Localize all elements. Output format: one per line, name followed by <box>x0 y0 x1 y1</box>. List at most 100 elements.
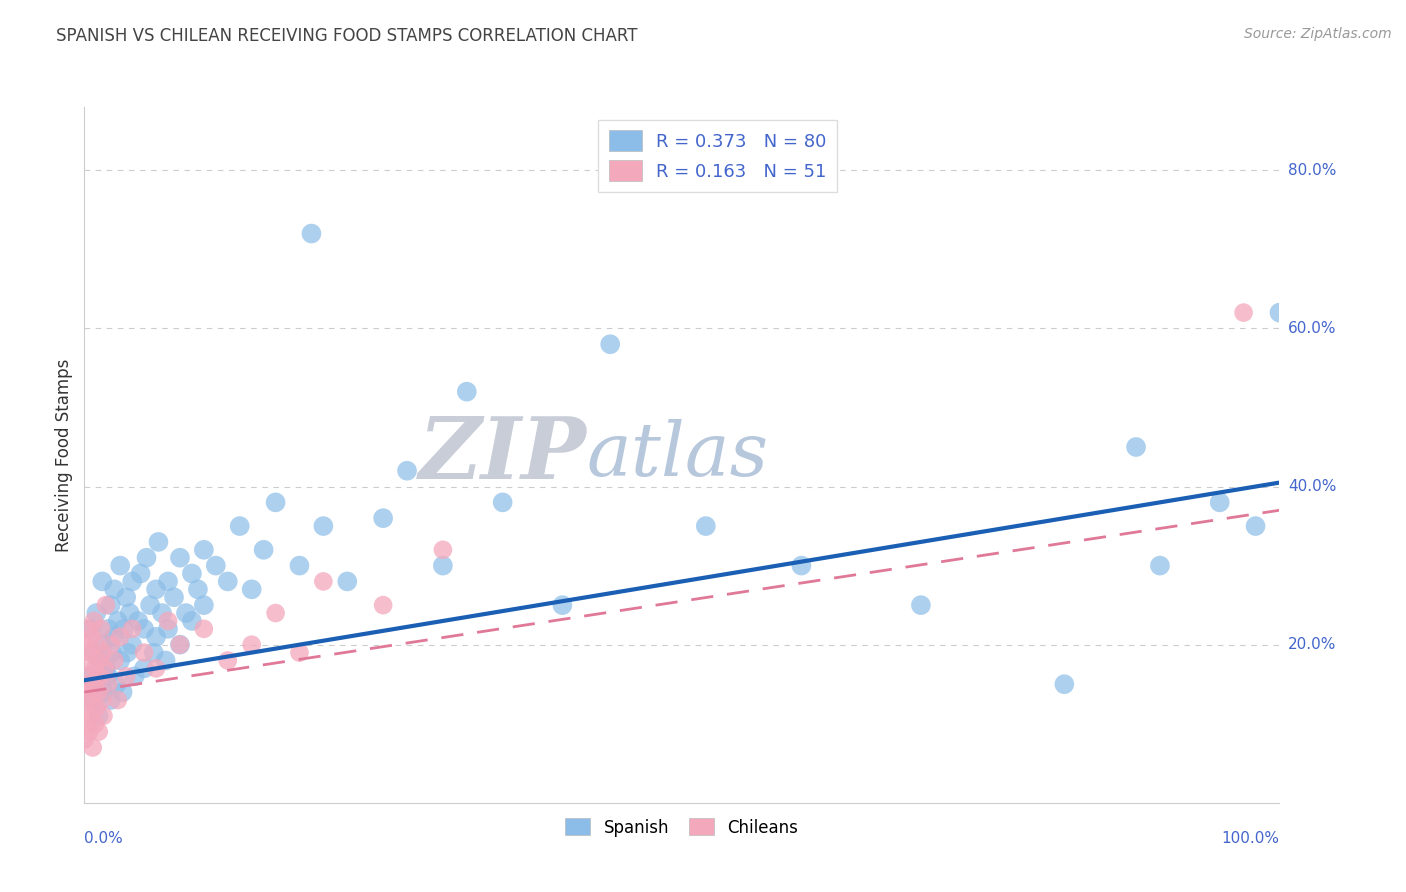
Point <box>103 630 125 644</box>
Point <box>155 653 177 667</box>
Point <box>163 591 186 605</box>
Point <box>77 724 100 739</box>
Point <box>77 669 100 683</box>
Point <box>79 646 101 660</box>
Point <box>73 732 96 747</box>
Point <box>264 606 287 620</box>
Point <box>157 622 180 636</box>
Point <box>132 661 156 675</box>
Point <box>193 622 215 636</box>
Point <box>599 337 621 351</box>
Point <box>169 550 191 565</box>
Point <box>75 638 97 652</box>
Point <box>97 677 120 691</box>
Point <box>217 574 239 589</box>
Point <box>373 598 395 612</box>
Point <box>396 464 419 478</box>
Point <box>84 716 107 731</box>
Point <box>193 542 215 557</box>
Point <box>121 622 143 636</box>
Text: 60.0%: 60.0% <box>1288 321 1336 336</box>
Point <box>124 669 146 683</box>
Point <box>373 511 395 525</box>
Point <box>80 693 103 707</box>
Point <box>150 606 173 620</box>
Point <box>139 598 162 612</box>
Point <box>101 646 124 660</box>
Point <box>77 669 100 683</box>
Point <box>492 495 515 509</box>
Text: 100.0%: 100.0% <box>1222 830 1279 846</box>
Point <box>87 708 110 723</box>
Point <box>336 574 359 589</box>
Point <box>100 638 122 652</box>
Point <box>91 693 114 707</box>
Text: Source: ZipAtlas.com: Source: ZipAtlas.com <box>1244 27 1392 41</box>
Point <box>110 630 132 644</box>
Text: ZIP: ZIP <box>419 413 586 497</box>
Point <box>103 582 125 597</box>
Point <box>97 622 120 636</box>
Point <box>121 638 143 652</box>
Point <box>169 638 191 652</box>
Point <box>79 622 101 636</box>
Point <box>187 582 209 597</box>
Point <box>103 653 125 667</box>
Text: SPANISH VS CHILEAN RECEIVING FOOD STAMPS CORRELATION CHART: SPANISH VS CHILEAN RECEIVING FOOD STAMPS… <box>56 27 638 45</box>
Point <box>100 693 122 707</box>
Point <box>115 591 138 605</box>
Point <box>89 653 111 667</box>
Point <box>1209 495 1232 509</box>
Text: 40.0%: 40.0% <box>1288 479 1336 494</box>
Point <box>86 638 108 652</box>
Point <box>94 661 117 675</box>
Point <box>312 574 335 589</box>
Point <box>132 622 156 636</box>
Point <box>94 598 117 612</box>
Point <box>288 558 311 573</box>
Point <box>80 630 103 644</box>
Point <box>129 566 152 581</box>
Point <box>181 614 204 628</box>
Point <box>91 574 114 589</box>
Point <box>77 685 100 699</box>
Point <box>82 740 104 755</box>
Text: 20.0%: 20.0% <box>1288 637 1336 652</box>
Point <box>86 701 108 715</box>
Point <box>240 582 263 597</box>
Point <box>76 653 98 667</box>
Point <box>117 646 139 660</box>
Point <box>111 685 134 699</box>
Point <box>73 677 96 691</box>
Point <box>145 661 167 675</box>
Point <box>121 574 143 589</box>
Point <box>1149 558 1171 573</box>
Point <box>174 606 197 620</box>
Point <box>288 646 311 660</box>
Text: 80.0%: 80.0% <box>1288 163 1336 178</box>
Point <box>93 661 115 675</box>
Point <box>100 598 122 612</box>
Point <box>1053 677 1076 691</box>
Point <box>145 582 167 597</box>
Point <box>1233 305 1256 319</box>
Point <box>86 677 108 691</box>
Y-axis label: Receiving Food Stamps: Receiving Food Stamps <box>55 359 73 551</box>
Point <box>181 566 204 581</box>
Point <box>86 606 108 620</box>
Point <box>83 614 105 628</box>
Point <box>253 542 276 557</box>
Point <box>169 638 191 652</box>
Point <box>205 558 228 573</box>
Point <box>93 708 115 723</box>
Point <box>89 669 111 683</box>
Point <box>695 519 717 533</box>
Point <box>91 646 114 660</box>
Point <box>97 669 120 683</box>
Point <box>193 598 215 612</box>
Point <box>1125 440 1147 454</box>
Point <box>105 677 128 691</box>
Point <box>84 661 107 675</box>
Point <box>79 708 101 723</box>
Point <box>91 638 114 652</box>
